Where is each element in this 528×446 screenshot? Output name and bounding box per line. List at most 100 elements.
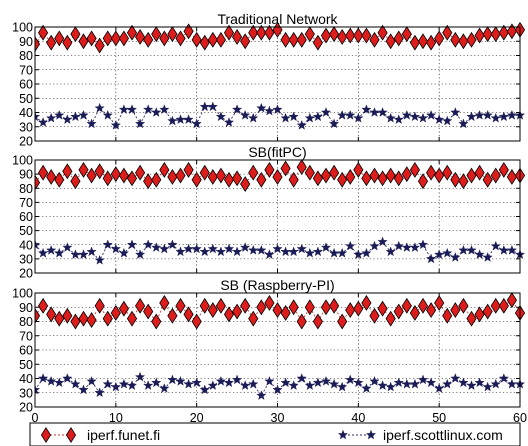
scottlinux-point [110,243,121,254]
funet-point [377,24,388,41]
funet-point [126,170,138,187]
funet-point [54,310,65,327]
scottlinux-point [369,240,380,251]
funet-point [345,302,356,319]
scottlinux-point [450,107,461,117]
funet-point [401,297,412,314]
funet-point [417,173,429,190]
y-tick-label: 100 [12,21,33,35]
scottlinux-point [37,373,49,383]
y-tick-label: 30 [19,386,33,400]
scottlinux-point [304,380,315,390]
funet-point [232,170,243,187]
y-tick-label: 100 [12,154,33,168]
scottlinux-point [385,246,396,257]
legend-scottlinux-marker [337,429,349,440]
funet-point [296,31,307,48]
x-tick-label: 0 [32,411,39,425]
scottlinux-point [159,383,170,393]
scottlinux-point [134,118,146,129]
scottlinux-point [54,109,65,120]
funet-point [393,170,404,187]
funet-point [320,299,332,316]
scottlinux-point [78,109,89,120]
funet-point [118,167,129,184]
funet-point [46,306,57,323]
funet-point [183,161,194,178]
y-tick-label: 70 [19,329,33,343]
scottlinux-point [458,377,469,388]
scottlinux-point [86,246,97,257]
scottlinux-point [409,242,421,252]
scottlinux-point [417,374,429,385]
y-tick-label: 20 [19,267,33,281]
axes-frame [34,292,521,408]
scottlinux-point [264,105,275,116]
scottlinux-point [102,109,113,120]
funet-point [312,313,323,330]
funet-point [167,26,178,43]
funet-point [385,310,396,327]
scottlinux-point [35,384,41,395]
x-tick-label: 30 [271,411,285,425]
scottlinux-point [393,240,404,251]
funet-point [70,26,81,43]
funet-point [223,171,235,188]
funet-point [329,164,340,181]
funet-point [320,167,332,184]
funet-point [94,163,105,180]
funet-point [369,167,380,184]
funet-point [223,24,235,41]
funet-point [312,170,323,187]
scottlinux-point [450,373,461,383]
funet-point [207,302,218,319]
funet-point [183,306,194,323]
funet-point [264,161,275,178]
funet-point [434,295,445,311]
chart-title: Traditional Network [217,11,338,27]
scottlinux-point [466,111,477,122]
scottlinux-point [207,243,218,254]
funet-point [199,164,210,181]
funet-point [329,297,340,314]
scottlinux-point [474,377,485,388]
funet-point [240,176,251,192]
funet-point [272,169,283,185]
axes-frame [34,26,521,142]
funet-point [110,30,121,47]
scottlinux-point [442,378,453,389]
scottlinux-point [86,375,97,386]
scottlinux-point [361,104,372,114]
scottlinux-point [264,249,275,259]
funet-point [215,167,226,184]
y-tick-label: 40 [19,238,33,252]
scottlinux-point [46,245,57,255]
scottlinux-point [280,112,291,123]
legend-box [29,422,521,446]
scottlinux-point [167,239,178,250]
funet-point [175,297,186,314]
funet-point [191,31,202,48]
funet-point [70,173,81,190]
axes-frame [34,159,521,274]
scottlinux-point [126,239,138,250]
funet-point [215,297,226,314]
funet-point [434,167,445,184]
scottlinux-point [126,380,138,390]
scottlinux-point [102,378,113,389]
scottlinux-point [35,239,41,250]
scottlinux-point [118,247,130,258]
y-tick-label: 90 [19,301,33,315]
funet-point [46,169,57,185]
funet-point [110,305,121,321]
scottlinux-point [401,109,412,120]
scottlinux-point [498,373,509,383]
scottlinux-point [199,384,210,395]
funet-point [78,33,89,50]
scottlinux-point [482,252,493,262]
scottlinux-point [312,377,324,388]
scottlinux-point [458,118,469,129]
scottlinux-point [62,242,73,252]
x-tick-label: 40 [351,411,365,425]
scottlinux-point [272,104,283,114]
